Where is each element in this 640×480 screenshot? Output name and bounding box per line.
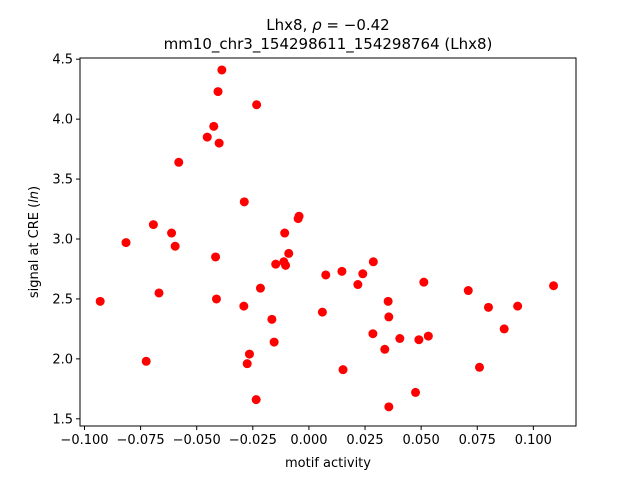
data-point [380,344,390,354]
x-tick-label: −0.100 [60,433,108,448]
x-tick-label: 0.000 [290,433,327,448]
x-tick-label: 0.100 [515,433,552,448]
data-point [384,402,394,412]
x-axis-label: motif activity [285,456,371,471]
data-point [211,294,221,304]
data-point [121,238,131,248]
data-point [213,87,223,97]
data-point [353,280,363,290]
data-point [358,269,368,279]
data-point [170,241,180,251]
x-tick-label: 0.050 [403,433,440,448]
data-point [368,329,378,339]
y-tick-label: 4.0 [52,113,73,128]
data-point [423,331,433,341]
data-point [244,349,254,359]
data-point [154,288,164,298]
data-point [269,337,279,347]
data-point [549,281,559,291]
data-point [281,260,291,270]
data-point [167,228,177,238]
data-point [148,220,158,230]
x-tick-label: −0.025 [229,433,277,448]
data-points [95,65,559,412]
data-point [463,286,473,296]
data-point [383,296,393,306]
data-point [209,121,219,131]
data-point [141,356,151,366]
data-point [513,301,523,311]
data-point [338,365,348,375]
data-point [242,359,252,369]
data-point [251,395,261,405]
data-point [202,132,212,142]
y-label-suffix: ) [27,186,42,191]
y-tick-label: 2.5 [52,292,73,307]
x-tick-label: −0.075 [117,433,165,448]
data-point [395,333,405,343]
data-point [411,387,421,397]
x-tick-label: 0.075 [459,433,496,448]
chart-title-line2: mm10_chr3_154298611_154298764 (Lhx8) [164,35,493,54]
data-point [317,307,327,317]
title-prefix: Lhx8, [266,16,312,34]
chart-title-line1: Lhx8, ρ = −0.42 [266,16,389,34]
y-tick-label: 3.0 [52,233,73,248]
y-axis-label: signal at CRE (ln) [27,186,42,298]
data-point [284,248,294,258]
axis-ticks: −0.100 −0.075 −0.050 −0.025 0.000 0.025 0.050 0… [52,53,552,448]
data-point [384,312,394,322]
data-point [267,314,277,324]
data-point [499,324,509,334]
y-label-prefix: signal at CRE ( [27,203,42,298]
data-point [294,211,304,221]
x-tick-label: 0.025 [346,433,383,448]
data-point [280,228,290,238]
data-point [239,197,249,207]
data-point [255,283,265,293]
data-point [271,259,281,269]
y-tick-label: 3.5 [52,173,73,188]
data-point [474,362,484,372]
data-point [214,138,224,148]
data-point [217,65,227,75]
data-point [174,157,184,167]
y-tick-label: 4.5 [52,53,73,68]
title-rho-value: = −0.42 [322,16,390,34]
data-point [239,301,249,311]
data-point [95,296,105,306]
plot-frame [79,57,577,427]
x-tick-label: −0.050 [173,433,221,448]
data-point [337,266,347,276]
title-rho-symbol: ρ [312,16,322,34]
data-point [483,302,493,312]
y-label-italic: ln [27,191,42,203]
data-point [419,277,429,287]
data-point [414,335,424,345]
data-point [368,257,378,267]
data-point [321,270,331,280]
y-tick-label: 2.0 [52,352,73,367]
data-point [252,100,262,110]
y-tick-label: 1.5 [52,412,73,427]
data-point [211,252,221,262]
